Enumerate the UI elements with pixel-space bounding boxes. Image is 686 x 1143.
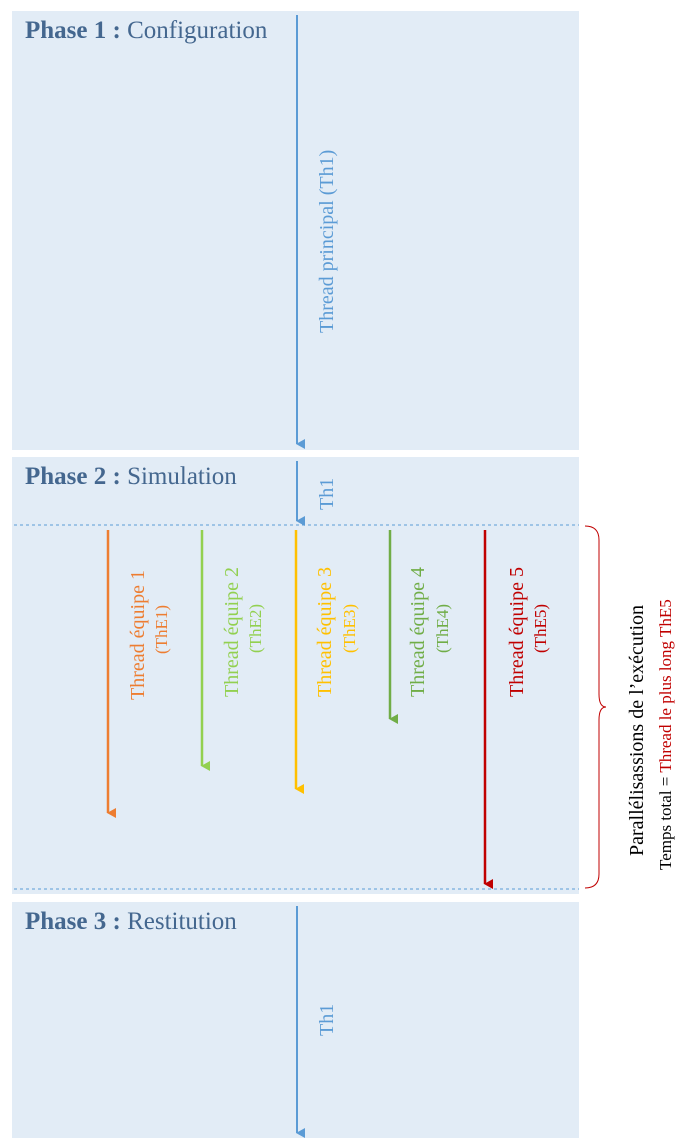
- team4-id: (ThE4): [433, 603, 452, 653]
- total-time-prefix: Temps total =: [656, 772, 675, 870]
- phase3-number: Phase 3 :: [25, 908, 121, 935]
- team2-label: Thread équipe 2: [221, 567, 243, 697]
- phase2-title: Phase 2 : Simulation: [25, 463, 237, 491]
- phase3-name: Restitution: [127, 908, 237, 935]
- phase2-number: Phase 2 :: [25, 463, 121, 490]
- phase1-thread-label: Thread principal (Th1): [316, 149, 338, 333]
- phase1-name: Configuration: [127, 17, 268, 44]
- phase2-name: Simulation: [127, 463, 237, 490]
- phase3-thread-label: Th1: [316, 1003, 338, 1036]
- phase1-title: Phase 1 : Configuration: [25, 17, 267, 45]
- team1-label: Thread équipe 1: [127, 570, 149, 700]
- team5-id: (ThE5): [531, 603, 550, 653]
- team5-label: Thread équipe 5: [506, 567, 528, 697]
- parallel-annotation-title: Parallélisassions de l’exécution: [626, 604, 648, 856]
- phase1-number: Phase 1 :: [25, 17, 121, 44]
- team4-label: Thread équipe 4: [407, 567, 429, 697]
- phase2-thread-label: Th1: [316, 477, 338, 510]
- parallel-annotation-total: Temps total = Thread le plus long ThE5: [656, 599, 676, 870]
- team3-label: Thread équipe 3: [314, 567, 336, 697]
- total-time-value: Thread le plus long ThE5: [656, 599, 675, 773]
- team3-id: (ThE3): [340, 603, 359, 653]
- phase3-title: Phase 3 : Restitution: [25, 908, 237, 936]
- phase1-panel: [12, 11, 579, 450]
- phase3-panel: [12, 902, 579, 1138]
- team1-id: (ThE1): [152, 604, 171, 654]
- parallel-brace: [584, 525, 607, 889]
- team2-id: (ThE2): [246, 603, 265, 653]
